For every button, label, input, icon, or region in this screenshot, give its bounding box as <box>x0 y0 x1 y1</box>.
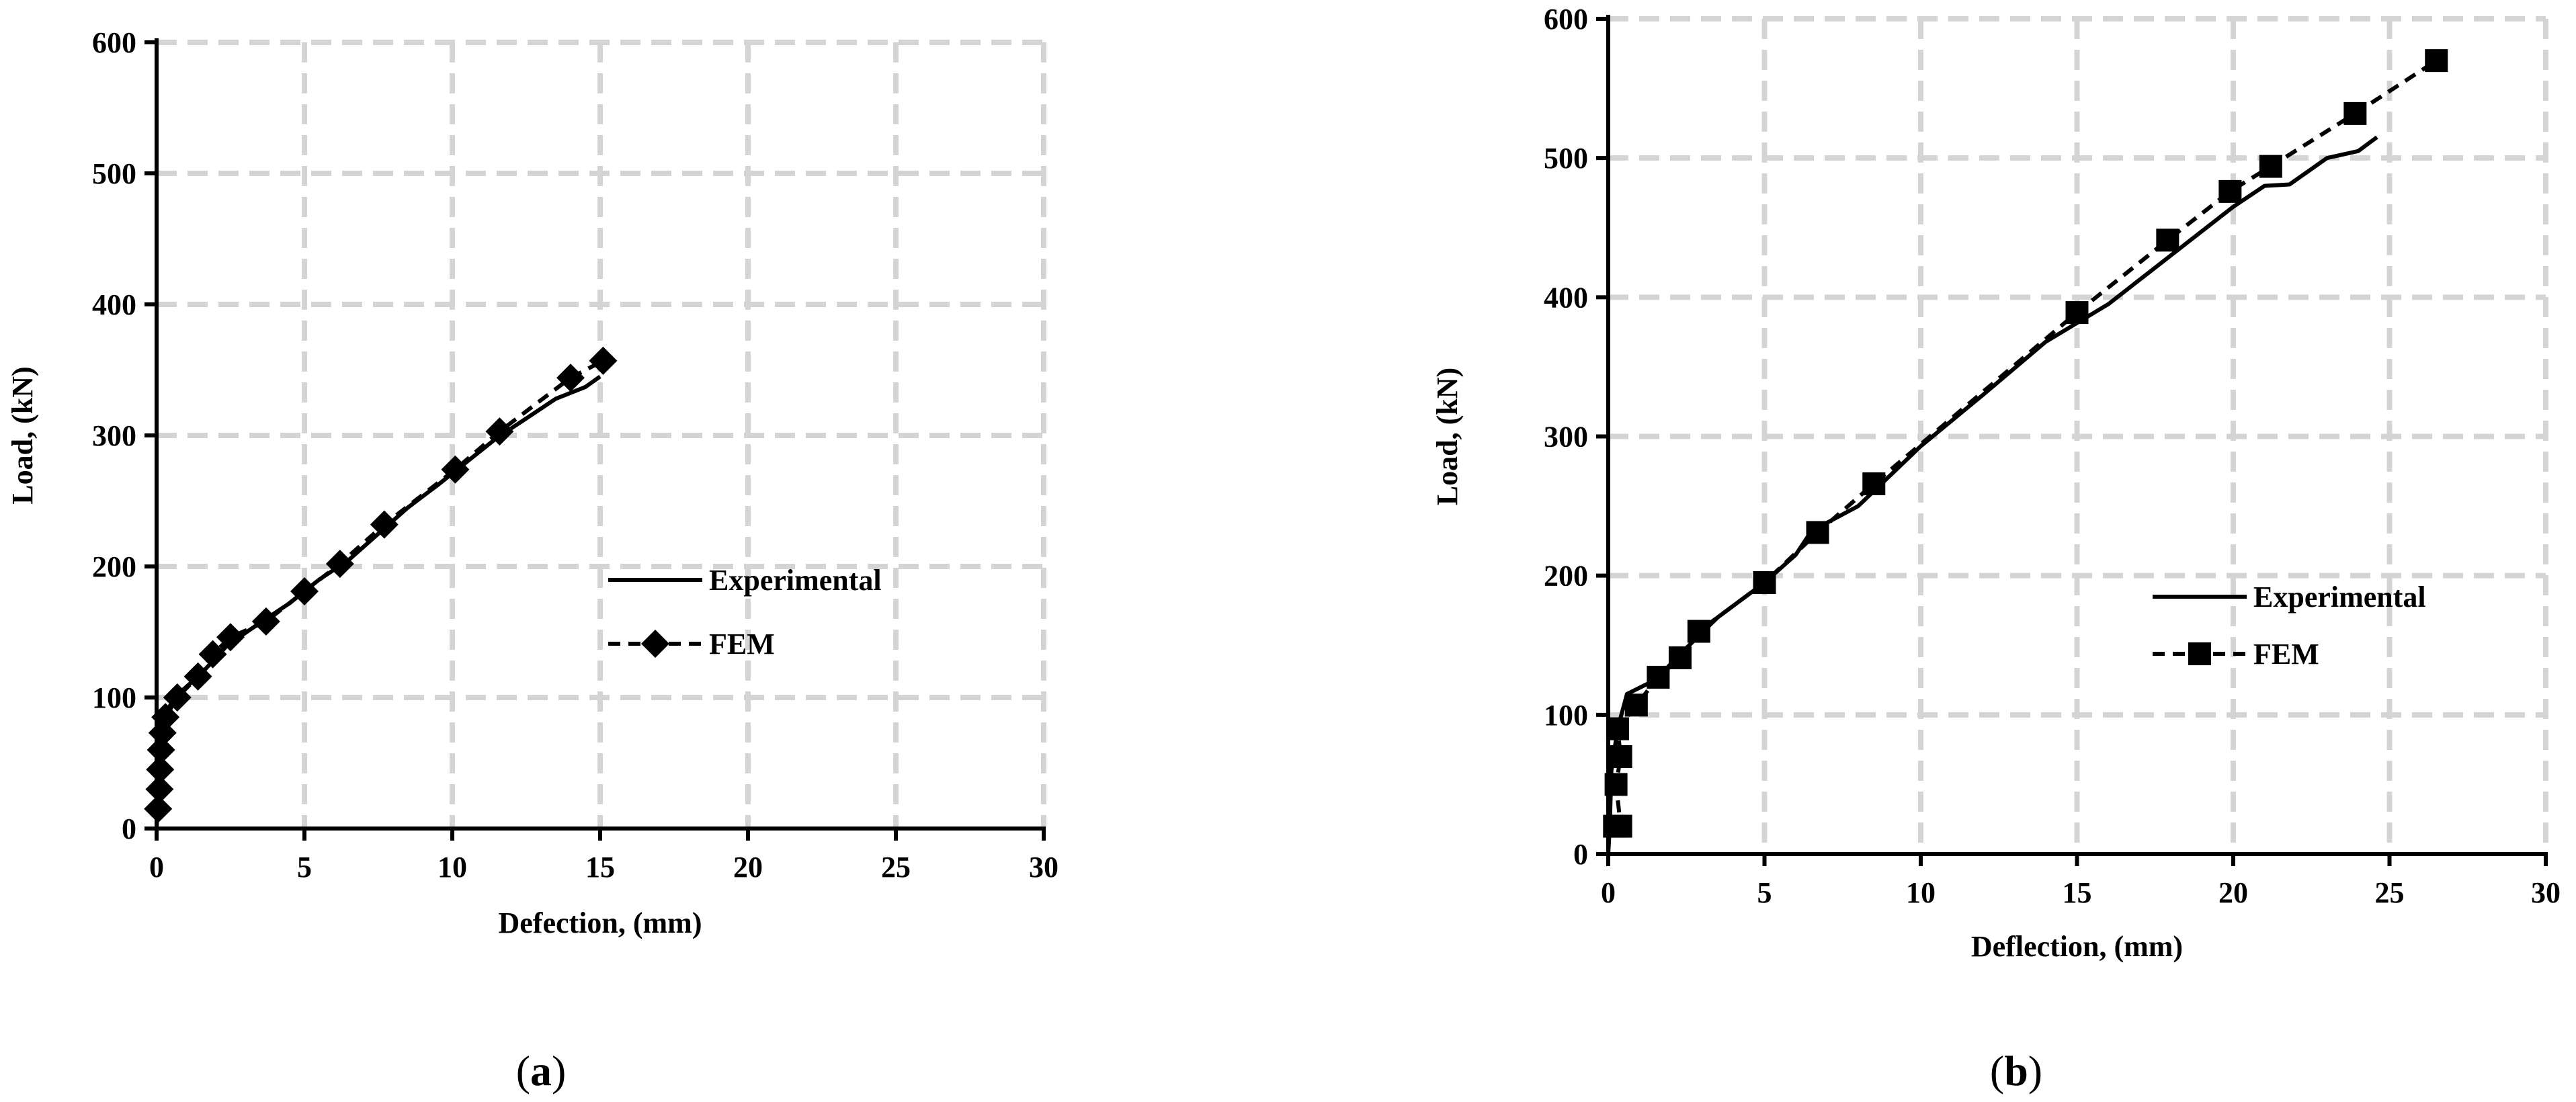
data-point-fem-10 <box>251 607 280 636</box>
x-tick-label-10: 10 <box>438 851 467 884</box>
series-line-fem <box>156 359 604 810</box>
chart-panel-b: 0 100 200 300 400 500 600 0 5 10 15 20 25 30 Deflectio… <box>1431 3 2561 963</box>
series-experimental <box>155 374 601 829</box>
x-tick-label-5: 5 <box>297 851 312 884</box>
data-point-fem-14 <box>2218 179 2242 203</box>
x-tick-label-30: 30 <box>1029 851 1058 884</box>
legend: Experimental FEM <box>2153 581 2426 671</box>
chart-panel-a: 0 100 200 300 400 500 600 0 5 10 15 20 25 30 Defection… <box>6 26 1058 939</box>
series-fem <box>1603 49 2448 838</box>
x-tick-label-30: 30 <box>2531 876 2561 909</box>
data-point-fem-15 <box>2259 155 2282 178</box>
data-point-fem-16 <box>2343 101 2367 125</box>
x-tick-label-5: 5 <box>1757 876 1772 909</box>
y-axis-title: Load, (kN) <box>6 366 39 504</box>
data-point-fem-3 <box>147 736 175 764</box>
y-tick-label-100: 100 <box>92 681 136 714</box>
data-point-fem-9 <box>216 623 245 652</box>
series-line-fem <box>1614 58 2438 829</box>
x-axis-title: Deflection, (mm) <box>1971 930 2183 963</box>
data-point-fem-3 <box>1609 745 1632 768</box>
data-point-fem-17 <box>2425 49 2448 73</box>
legend-label-experimental: Experimental <box>709 564 882 597</box>
data-point-fem-6 <box>163 683 192 712</box>
data-point-fem-10 <box>1806 521 1829 544</box>
data-point-fem-7 <box>1668 646 1692 669</box>
data-point-fem-13 <box>370 510 399 539</box>
data-point-fem-12 <box>2065 301 2089 325</box>
x-tick-label-10: 10 <box>1906 876 1936 909</box>
data-point-fem-16 <box>556 364 585 392</box>
legend: Experimental FEM <box>608 564 882 661</box>
data-point-fem-12 <box>325 550 354 579</box>
x-tick-label-0: 0 <box>1601 876 1616 909</box>
legend-label-fem: FEM <box>2253 638 2319 671</box>
data-point-fem-8 <box>1687 620 1710 643</box>
data-point-fem-0 <box>144 794 173 823</box>
y-tick-label-500: 500 <box>92 157 136 190</box>
y-tick-label-400: 400 <box>92 288 136 321</box>
y-tick-label-300: 300 <box>1544 421 1588 454</box>
data-point-fem-13 <box>2156 228 2179 252</box>
series-experimental <box>1606 135 2378 855</box>
data-point-fem-5 <box>151 703 180 732</box>
y-tick-label-500: 500 <box>1544 142 1588 175</box>
data-point-fem-11 <box>1862 472 1886 495</box>
data-point-fem-14 <box>441 455 470 484</box>
data-point-fem-5 <box>1624 693 1648 717</box>
y-tick-label-200: 200 <box>1544 560 1588 593</box>
legend-label-experimental: Experimental <box>2253 581 2426 613</box>
data-point-fem-8 <box>198 640 227 669</box>
data-point-fem-9 <box>1753 571 1776 595</box>
legend-marker-fem <box>641 630 669 658</box>
y-tick-label-400: 400 <box>1544 281 1588 314</box>
data-point-fem-6 <box>1647 665 1670 689</box>
y-tick-label-600: 600 <box>92 26 136 59</box>
data-point-fem-15 <box>485 417 514 446</box>
y-axis-title: Load, (kN) <box>1431 368 1464 505</box>
data-point-fem-4 <box>1606 717 1629 740</box>
y-tick-label-0: 0 <box>1573 838 1588 871</box>
y-tick-label-100: 100 <box>1544 699 1588 732</box>
data-point-fem-7 <box>183 662 212 691</box>
data-point-fem-1 <box>1609 814 1632 838</box>
caption-a: (a) <box>516 1047 567 1095</box>
x-axis-title: Defection, (mm) <box>499 906 702 939</box>
y-tick-label-300: 300 <box>92 419 136 452</box>
x-tick-label-20: 20 <box>2218 876 2248 909</box>
y-tick-label-0: 0 <box>122 812 136 845</box>
x-tick-label-25: 25 <box>2375 876 2405 909</box>
x-tick-label-25: 25 <box>881 851 911 884</box>
data-point-fem-2 <box>146 755 175 784</box>
legend-marker-fem <box>2188 642 2211 665</box>
data-point-fem-2 <box>1604 773 1628 796</box>
data-point-fem-17 <box>589 346 618 375</box>
x-tick-label-15: 15 <box>585 851 615 884</box>
series-fem <box>144 346 618 823</box>
x-tick-label-20: 20 <box>733 851 763 884</box>
series-line-experimental <box>1606 135 2378 855</box>
x-tick-label-0: 0 <box>149 851 164 884</box>
data-point-fem-1 <box>145 775 174 804</box>
y-tick-label-200: 200 <box>92 550 136 583</box>
x-tick-label-15: 15 <box>2063 876 2092 909</box>
data-point-fem-11 <box>290 577 319 606</box>
legend-label-fem: FEM <box>709 628 775 661</box>
series-line-experimental <box>155 374 601 829</box>
y-tick-label-600: 600 <box>1544 3 1588 36</box>
caption-b: (b) <box>1990 1047 2042 1095</box>
